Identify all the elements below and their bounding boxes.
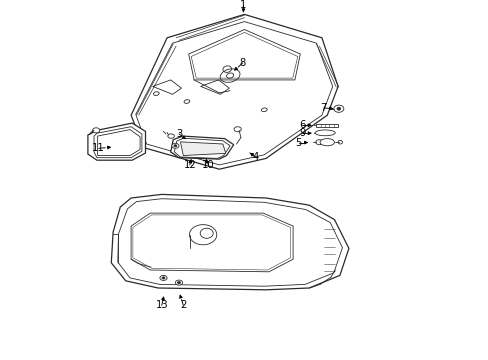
Ellipse shape bbox=[337, 140, 342, 144]
Polygon shape bbox=[88, 123, 145, 160]
Ellipse shape bbox=[314, 130, 335, 136]
Ellipse shape bbox=[175, 280, 182, 285]
Text: 11: 11 bbox=[92, 143, 105, 153]
Polygon shape bbox=[111, 194, 348, 290]
Text: 9: 9 bbox=[298, 128, 305, 138]
Text: 6: 6 bbox=[298, 120, 305, 130]
Ellipse shape bbox=[315, 140, 322, 145]
Ellipse shape bbox=[189, 225, 216, 245]
Polygon shape bbox=[180, 142, 225, 156]
Polygon shape bbox=[316, 124, 337, 127]
Ellipse shape bbox=[183, 100, 189, 103]
Ellipse shape bbox=[336, 107, 340, 110]
Text: 12: 12 bbox=[183, 160, 196, 170]
Polygon shape bbox=[131, 14, 337, 169]
Ellipse shape bbox=[160, 275, 167, 280]
Ellipse shape bbox=[333, 105, 343, 112]
Ellipse shape bbox=[234, 127, 241, 132]
Ellipse shape bbox=[200, 228, 213, 238]
Ellipse shape bbox=[261, 108, 266, 112]
Ellipse shape bbox=[92, 128, 100, 133]
Text: 2: 2 bbox=[180, 300, 186, 310]
Ellipse shape bbox=[177, 282, 180, 284]
Text: 10: 10 bbox=[202, 160, 214, 170]
Text: 1: 1 bbox=[240, 0, 246, 10]
Text: 4: 4 bbox=[252, 152, 258, 162]
Ellipse shape bbox=[167, 134, 174, 138]
Polygon shape bbox=[170, 136, 233, 159]
Text: 8: 8 bbox=[239, 58, 245, 68]
Text: 7: 7 bbox=[320, 103, 326, 113]
Ellipse shape bbox=[162, 277, 164, 279]
Ellipse shape bbox=[153, 92, 159, 95]
Ellipse shape bbox=[174, 145, 177, 147]
Ellipse shape bbox=[171, 143, 179, 148]
Ellipse shape bbox=[320, 139, 334, 146]
Text: 3: 3 bbox=[176, 129, 182, 139]
Text: 5: 5 bbox=[295, 138, 301, 148]
Text: 13: 13 bbox=[155, 300, 168, 310]
